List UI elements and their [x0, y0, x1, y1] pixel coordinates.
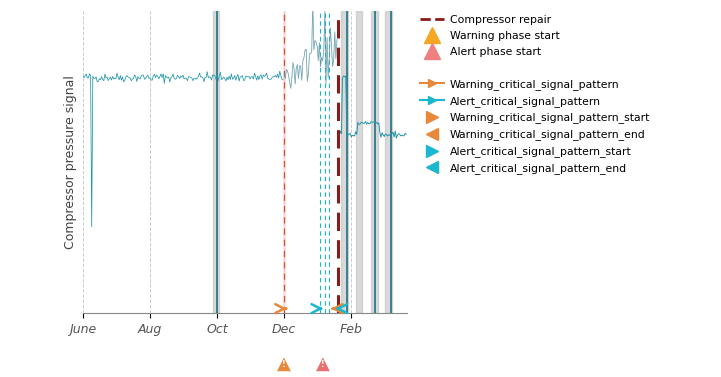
Bar [341, 11, 348, 313]
Text: ▲: ▲ [278, 355, 291, 373]
Text: ▲: ▲ [316, 355, 329, 373]
Bar [371, 11, 378, 313]
Bar [355, 11, 362, 313]
Bar [283, 11, 286, 313]
Text: !: ! [321, 360, 324, 369]
Text: !: ! [283, 360, 286, 369]
Y-axis label: Compressor pressure signal: Compressor pressure signal [64, 75, 77, 249]
Bar [385, 11, 392, 313]
Legend: Compressor repair, Warning phase start, Alert phase start, , Warning_critical_si: Compressor repair, Warning phase start, … [416, 11, 655, 178]
Bar [213, 11, 219, 313]
